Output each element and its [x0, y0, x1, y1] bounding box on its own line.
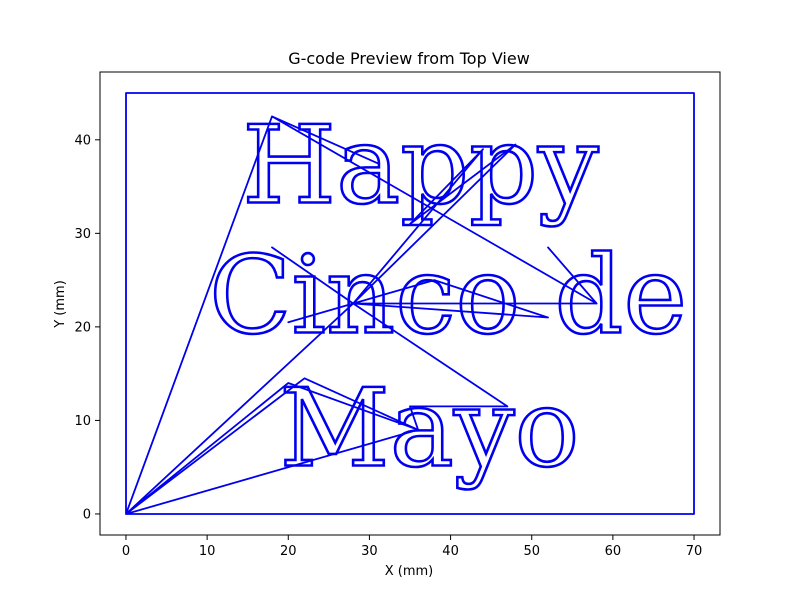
x-axis-label: X (mm) — [385, 564, 434, 579]
x-tick-label: 60 — [605, 544, 622, 559]
engraved-text-happy: Happy — [242, 104, 599, 229]
x-tick-label: 20 — [280, 544, 297, 559]
x-tick-label: 10 — [199, 544, 216, 559]
y-tick-label: 40 — [74, 133, 91, 148]
x-tick-label: 40 — [442, 544, 459, 559]
y-tick-label: 30 — [74, 227, 91, 242]
engraved-text-mayo: Mayo — [280, 366, 580, 491]
engraved-text-cinco-de: Cinco de — [209, 234, 687, 359]
chart-title: G-code Preview from Top View — [288, 49, 530, 68]
x-tick-label: 30 — [361, 544, 378, 559]
axes-frame — [99, 71, 721, 536]
y-axis-label: Y (mm) — [53, 280, 68, 329]
y-tick-label: 0 — [83, 507, 91, 522]
y-axis: 0 10 20 30 40 — [74, 133, 100, 522]
toolpath-line-0 — [125, 92, 695, 515]
y-tick-label: 20 — [74, 320, 91, 335]
x-tick-label: 70 — [686, 544, 703, 559]
y-tick-label: 10 — [74, 414, 91, 429]
x-tick-label: 0 — [122, 544, 130, 559]
x-axis: 0 10 20 30 40 50 60 70 — [122, 535, 702, 559]
x-tick-label: 50 — [523, 544, 540, 559]
